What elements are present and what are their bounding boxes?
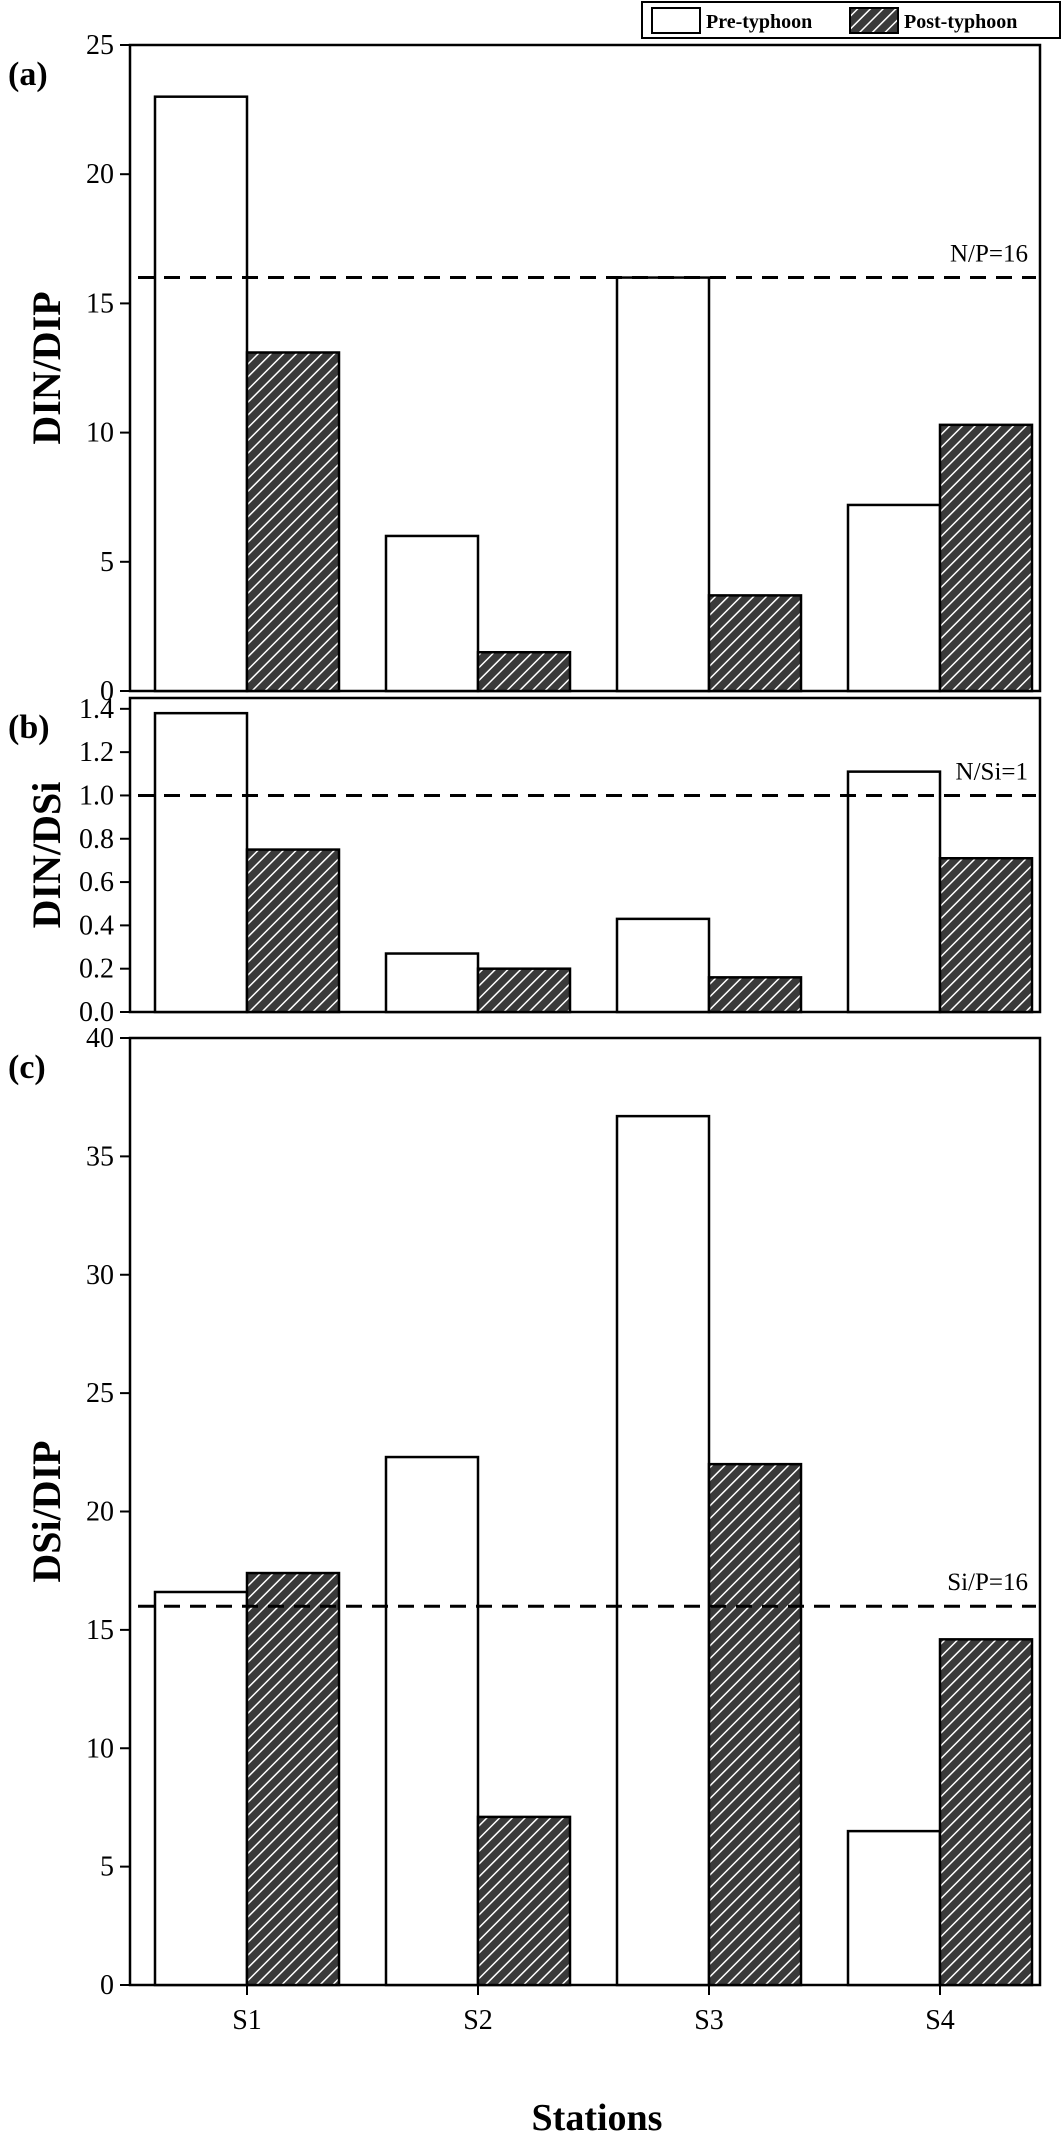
y-tick-label: 1.0 xyxy=(79,780,114,811)
bar-post-s4 xyxy=(938,423,1034,693)
y-tick-label: 0.0 xyxy=(79,997,114,1028)
panel-a: 0 5 10 15 20 25 N/P=16 (a) DIN/DIP xyxy=(8,30,1042,707)
bar-post-s3 xyxy=(707,594,803,693)
bar-pre-s3 xyxy=(615,276,711,693)
y-tick-label: 30 xyxy=(86,1260,114,1291)
x-tick-label: S3 xyxy=(694,2005,724,2036)
bar-post-s1 xyxy=(245,848,341,1014)
y-tick-label: 25 xyxy=(86,1378,114,1409)
x-tick-label: S2 xyxy=(463,2005,493,2036)
bar-pre-s3 xyxy=(615,917,711,1014)
y-tick-label: 25 xyxy=(86,30,114,61)
panel-label: (c) xyxy=(8,1049,46,1086)
bar-post-s3 xyxy=(707,1462,803,1987)
y-tick-label: 0.6 xyxy=(79,867,114,898)
panel-b: 0.0 0.2 0.4 0.6 0.8 1.0 1.2 1.4 N/Si=1 (b) DIN/DSi xyxy=(8,694,1042,1028)
y-tick-label: 1.4 xyxy=(79,694,114,725)
bar-pre-s4 xyxy=(846,503,942,693)
y-tick-label: 0.2 xyxy=(79,954,114,985)
bar-pre-s2 xyxy=(384,952,480,1014)
bar-post-s4 xyxy=(938,856,1034,1014)
y-tick-label: 40 xyxy=(86,1023,114,1054)
x-tick-label: S4 xyxy=(925,2005,955,2036)
reference-label: N/P=16 xyxy=(950,241,1028,268)
legend-label-post: Post-typhoon xyxy=(904,11,1017,33)
bar-post-s2 xyxy=(476,967,572,1014)
bar-pre-s1 xyxy=(153,1590,249,1987)
bar-post-s3 xyxy=(707,976,803,1014)
bar-pre-s1 xyxy=(153,95,249,693)
bar-post-s1 xyxy=(245,351,341,693)
legend-label-pre: Pre-typhoon xyxy=(706,11,812,33)
y-tick-label: 15 xyxy=(86,288,114,319)
bar-post-s2 xyxy=(476,650,572,693)
panel-label: (b) xyxy=(8,709,50,746)
y-tick-label: 10 xyxy=(86,1733,114,1764)
reference-label: N/Si=1 xyxy=(956,758,1028,785)
y-axis-title: DIN/DIP xyxy=(24,291,69,444)
bar-pre-s1 xyxy=(153,711,249,1014)
y-axis-title: DSi/DIP xyxy=(24,1440,69,1582)
bar-pre-s4 xyxy=(846,770,942,1014)
x-tick-label: S1 xyxy=(232,2005,262,2036)
y-tick-label: 35 xyxy=(86,1141,114,1172)
bar-post-s2 xyxy=(476,1815,572,1987)
y-tick-label: 0 xyxy=(100,1970,114,2001)
bar-pre-s2 xyxy=(384,1455,480,1987)
y-tick-label: 0.4 xyxy=(79,910,114,941)
legend-swatch-post xyxy=(849,7,899,34)
y-tick-label: 15 xyxy=(86,1615,114,1646)
plot-frame xyxy=(128,696,1042,1014)
y-tick-label: 0 xyxy=(100,676,114,707)
legend-swatch-pre xyxy=(651,7,701,34)
plot-frame xyxy=(128,43,1042,693)
reference-label: Si/P=16 xyxy=(947,1569,1028,1596)
bar-post-s1 xyxy=(245,1571,341,1987)
y-tick-label: 0.8 xyxy=(79,824,114,855)
panel-label: (a) xyxy=(8,56,48,93)
y-tick-label: 20 xyxy=(86,159,114,190)
bar-pre-s2 xyxy=(384,534,480,693)
y-tick-label: 5 xyxy=(100,1852,114,1883)
x-axis-title: Stations xyxy=(532,2097,663,2138)
legend: Pre-typhoon Post-typhoon xyxy=(641,1,1061,39)
bar-pre-s4 xyxy=(846,1829,942,1987)
bar-post-s4 xyxy=(938,1638,1034,1987)
y-axis-title: DIN/DSi xyxy=(24,782,69,929)
y-tick-label: 5 xyxy=(100,547,114,578)
panel-c: 0 5 10 15 20 25 30 35 40 Si/P=16 (c) DSi/DIP S1 S2 S3 S… xyxy=(8,1023,1042,2036)
y-tick-label: 20 xyxy=(86,1497,114,1528)
y-tick-label: 1.2 xyxy=(79,737,114,768)
bar-pre-s3 xyxy=(615,1114,711,1987)
y-tick-label: 10 xyxy=(86,418,114,449)
